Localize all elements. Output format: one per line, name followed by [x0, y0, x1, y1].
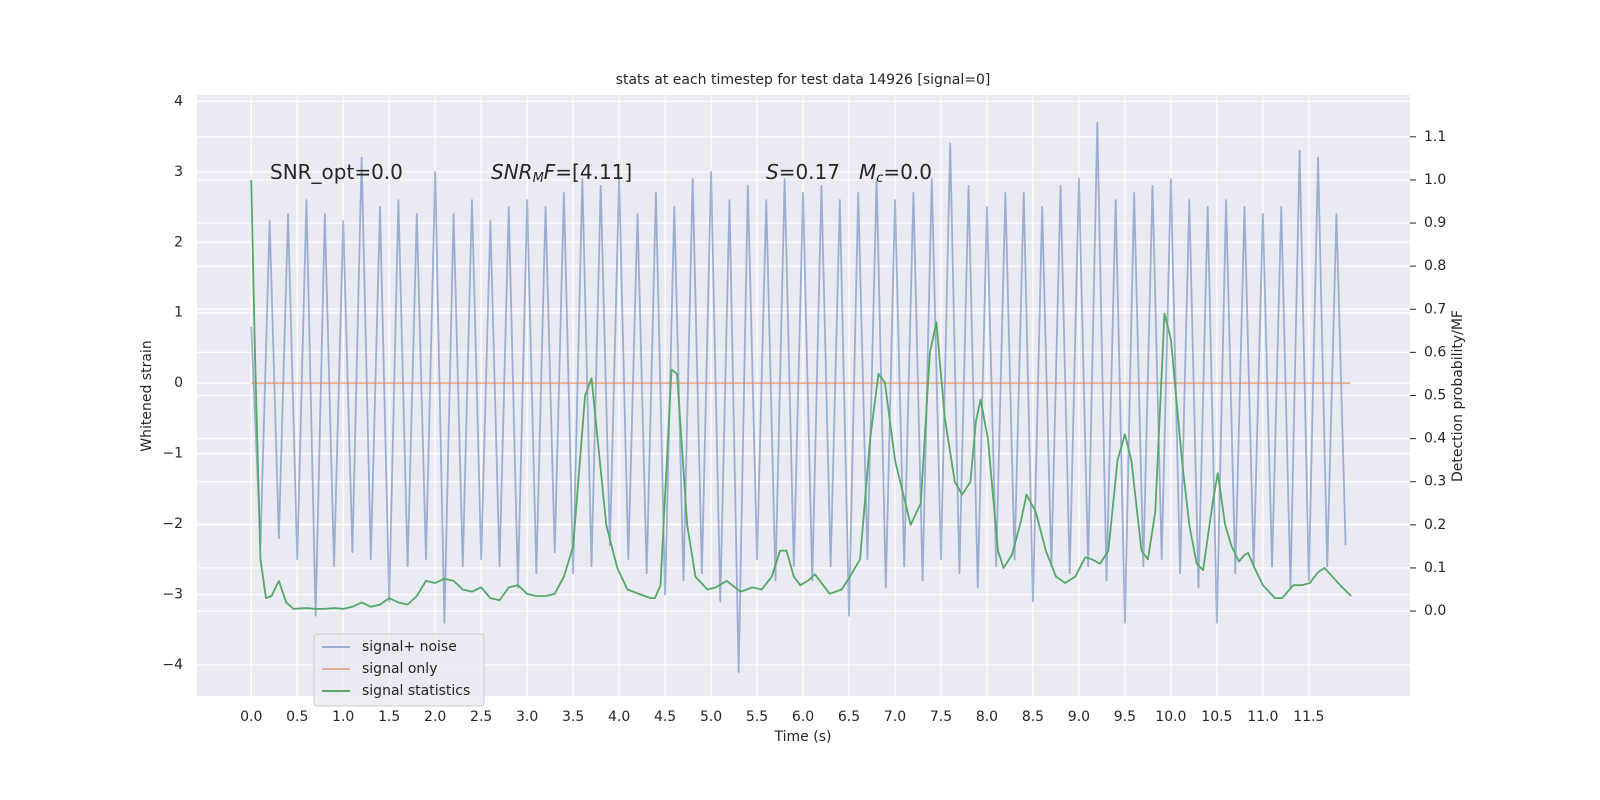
x-tick-label: 9.5: [1114, 709, 1136, 725]
x-tick-label: 8.0: [976, 709, 998, 725]
x-tick-label: 11.0: [1247, 709, 1278, 725]
y2-tick-label: 0.2: [1424, 517, 1446, 533]
y-tick-label: −2: [162, 516, 183, 532]
y-tick-label: 3: [174, 164, 183, 180]
annotation: SNRMF=[4.11]: [491, 160, 632, 186]
x-tick-label: 4.0: [608, 709, 630, 725]
annotation-part: F: [544, 160, 556, 184]
legend-label: signal only: [362, 661, 437, 677]
y-tick-label: 2: [174, 234, 183, 250]
y2-tick-label: 0.4: [1424, 431, 1446, 447]
x-tick-label: 6.5: [838, 709, 860, 725]
y-tick-label: 1: [174, 305, 183, 321]
x-tick-label: 10.0: [1155, 709, 1186, 725]
y-tick-label: −3: [162, 587, 183, 603]
annotation-part: S: [766, 160, 779, 184]
series-line: [250, 179, 1352, 610]
series-line: [250, 121, 1347, 673]
annotation-part: SNR: [491, 160, 533, 184]
y2-tick-label: 0.5: [1424, 388, 1446, 404]
annotation-part: =0.0: [883, 160, 932, 184]
x-tick-label: 0.0: [240, 709, 262, 725]
chart-title: stats at each timestep for test data 149…: [616, 72, 991, 88]
annotation-part: =0.17: [779, 160, 840, 184]
annotation-part: SNR_opt=0.0: [270, 160, 403, 184]
annotation-part: M: [533, 171, 544, 186]
y2-tick-label: 0.1: [1424, 560, 1446, 576]
y2-tick-label: 0.3: [1424, 474, 1446, 490]
y2-axis-label: Detection probability/MF: [1450, 310, 1466, 482]
legend-label: signal+ noise: [362, 639, 457, 655]
y2-tick-label: 0.9: [1424, 215, 1446, 231]
annotation-part: c: [876, 171, 883, 186]
annotation-part: =[4.11]: [555, 160, 632, 184]
legend-label: signal statistics: [362, 683, 470, 699]
y2-tick-label: 0.7: [1424, 301, 1446, 317]
x-tick-label: 5.5: [746, 709, 768, 725]
y2-tick-label: 0.0: [1424, 603, 1446, 619]
annotation: S=0.17: [766, 160, 840, 184]
y2-tick-label: 1.0: [1424, 172, 1446, 188]
x-tick-label: 3.0: [516, 709, 538, 725]
x-tick-label: 0.5: [286, 709, 308, 725]
x-tick-label: 1.0: [332, 709, 354, 725]
x-tick-label: 7.5: [930, 709, 952, 725]
x-tick-label: 6.0: [792, 709, 814, 725]
x-tick-label: 11.5: [1293, 709, 1324, 725]
y-tick-label: −1: [162, 446, 183, 462]
x-tick-label: 7.0: [884, 709, 906, 725]
legend-box: [313, 633, 485, 707]
x-tick-label: 5.0: [700, 709, 722, 725]
y-tick-label: −4: [162, 657, 183, 673]
y2-tick-label: 1.1: [1424, 129, 1446, 145]
y2-tick-label: 0.8: [1424, 258, 1446, 274]
annotation: SNR_opt=0.0: [270, 160, 403, 184]
x-axis-label: Time (s): [774, 729, 832, 745]
x-tick-label: 8.5: [1022, 709, 1044, 725]
x-tick-label: 1.5: [378, 709, 400, 725]
x-tick-label: 9.0: [1068, 709, 1090, 725]
y-tick-label: 0: [174, 375, 183, 391]
y2-tick-label: 0.6: [1424, 344, 1446, 360]
x-tick-label: 3.5: [562, 709, 584, 725]
x-tick-label: 4.5: [654, 709, 676, 725]
x-tick-label: 2.0: [424, 709, 446, 725]
x-tick-label: 10.5: [1201, 709, 1232, 725]
y-tick-label: 4: [174, 93, 183, 109]
annotation-part: M: [859, 160, 876, 184]
annotation: Mc=0.0: [859, 160, 932, 186]
y-axis-label: Whitened strain: [139, 340, 155, 451]
x-tick-label: 2.5: [470, 709, 492, 725]
